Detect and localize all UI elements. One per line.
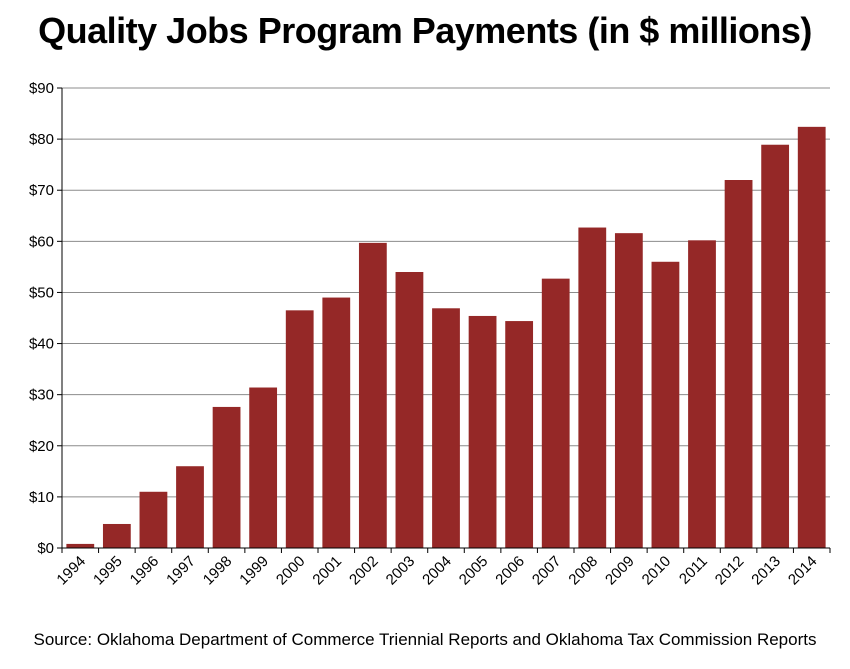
x-tick-label: 2008 [565,553,601,589]
y-tick-label: $30 [29,387,54,404]
x-tick-label: 2003 [383,553,419,589]
bar-2003 [395,272,424,548]
bar-1996 [139,491,168,548]
bar-2002 [358,242,387,548]
y-tick-label: $10 [29,489,54,506]
bars [66,126,826,549]
bar-2006 [505,321,534,548]
bar-1994 [66,543,95,548]
x-tick-label: 1994 [53,553,89,589]
bar-2000 [285,310,314,548]
x-tick-label: 2014 [785,553,821,589]
x-tick-label: 1999 [236,553,272,589]
bar-2008 [578,227,607,549]
chart-title: Quality Jobs Program Payments (in $ mill… [38,10,812,51]
bar-2013 [761,144,790,548]
x-tick-label: 2000 [273,553,309,589]
y-tick-label: $60 [29,233,54,250]
bar-2009 [614,233,643,548]
y-tick-label: $90 [29,80,54,97]
bar-2001 [322,297,351,548]
x-tick-label: 2011 [676,553,711,588]
bar-2011 [688,240,716,549]
x-tick-label: 2013 [748,553,784,589]
bar-1998 [212,406,241,548]
x-tick-label: 2001 [309,553,345,589]
bar-1997 [176,466,204,548]
y-tick-label: $0 [37,540,54,557]
y-tick-label: $50 [29,284,54,301]
y-tick-label: $70 [29,182,54,199]
bar-2007 [541,278,570,548]
x-tick-label: 2006 [492,553,528,589]
x-tick-label: 1995 [90,553,126,589]
x-tick-label: 2005 [456,553,492,589]
y-tick-label: $20 [29,438,54,455]
bar-1995 [102,523,131,548]
x-tick-label: 2002 [346,553,382,589]
x-tick-labels: 1994 1995 1996 1997 1998 1999 2000 2001 2002 2003… [53,548,831,589]
x-tick-label: 2009 [602,553,638,589]
y-tick-labels: $0 $10 $20 $30 $40 $50 $60 $70 $80 $90 [29,80,62,557]
bar-2014 [797,126,826,548]
bar-2005 [468,315,497,548]
source-note: Source: Oklahoma Department of Commerce … [33,630,817,649]
x-tick-label: 2004 [419,553,455,589]
y-tick-label: $40 [29,336,54,353]
x-tick-label: 2007 [529,553,565,589]
axes [61,88,830,549]
bar-2004 [432,308,460,548]
bar-1999 [249,387,278,548]
y-tick-label: $80 [29,131,54,148]
bar-2012 [724,180,753,548]
x-tick-label: 2012 [712,553,748,589]
x-tick-label: 1997 [163,553,199,589]
x-tick-label: 1996 [127,553,163,589]
x-tick-label: 1998 [200,553,236,589]
x-tick-label: 2010 [639,553,675,589]
bar-2010 [651,261,680,548]
